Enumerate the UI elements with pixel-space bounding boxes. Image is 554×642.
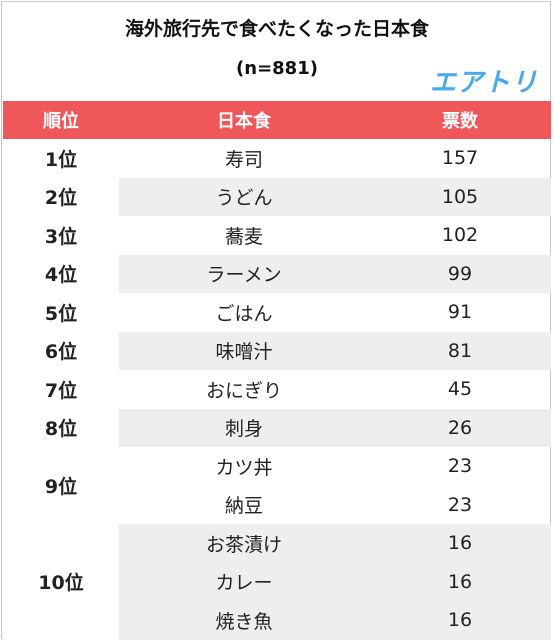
votes-cell: 26 [369, 408, 551, 447]
table-row: 10位 お茶漬け 16 [3, 524, 551, 640]
table-row: 1位 寿司 157 [3, 139, 551, 178]
votes-cell: 16 [369, 601, 551, 640]
food-cell: お茶漬け [119, 524, 369, 563]
votes-cell: 16 [369, 562, 551, 601]
ranking-table: 順位 日本食 票数 1位 寿司 157 2位 うどん 105 3位 蕎麦 102… [3, 101, 551, 640]
table-row: 3位 蕎麦 102 [3, 216, 551, 255]
table-row: 納豆 23 [3, 486, 551, 525]
table-row: 6位 味噌汁 81 [3, 331, 551, 370]
votes-cell: 157 [441, 147, 479, 170]
table-row: 焼き魚 16 [3, 601, 551, 640]
votes-cell: 91 [447, 301, 473, 324]
food-cell: 焼き魚 [119, 601, 369, 640]
table-row: 2位 うどん 105 [3, 177, 551, 216]
food-cell: 寿司 [224, 148, 263, 171]
rank-cell: 8位 [3, 408, 119, 447]
rank-cell: 3位 [3, 216, 119, 255]
votes-cell: 23 [447, 493, 473, 516]
food-cell: 蕎麦 [224, 225, 263, 248]
table-body: 1位 寿司 157 2位 うどん 105 3位 蕎麦 102 4位 ラーメン 9… [3, 139, 551, 640]
votes-cell: 23 [447, 455, 473, 478]
brand-logo: エアトリ [429, 68, 538, 98]
votes-cell: 99 [369, 254, 551, 293]
votes-cell: 16 [369, 524, 551, 563]
table-row: カレー 16 [3, 562, 551, 601]
votes-cell: 102 [441, 224, 479, 247]
food-cell: 刺身 [119, 408, 369, 447]
food-cell: ごはん [215, 302, 273, 325]
table-row: 4位 ラーメン 99 [3, 254, 551, 293]
header-row: 順位 日本食 票数 [3, 101, 551, 139]
header-rank: 順位 [3, 101, 119, 139]
rank-cell: 5位 [3, 293, 119, 332]
food-cell: おにぎり [205, 379, 282, 402]
table-row: 5位 ごはん 91 [3, 293, 551, 332]
header-food: 日本食 [119, 101, 369, 139]
rank-cell: 2位 [3, 177, 119, 216]
table-row: 8位 刺身 26 [3, 408, 551, 447]
votes-cell: 45 [447, 378, 473, 401]
votes-cell: 81 [369, 331, 551, 370]
header-votes: 票数 [369, 101, 551, 139]
rank-cell: 9位 [3, 447, 119, 524]
food-cell: カレー [119, 562, 369, 601]
rank-cell: 6位 [3, 331, 119, 370]
table-row: 7位 おにぎり 45 [3, 370, 551, 409]
food-cell: 味噌汁 [119, 331, 369, 370]
sample-size: (n=881) [236, 58, 318, 79]
food-cell: 納豆 [224, 495, 263, 518]
food-cell: カツ丼 [215, 456, 273, 479]
food-cell: うどん [119, 177, 369, 216]
rank-cell: 4位 [3, 254, 119, 293]
rank-cell: 7位 [3, 370, 119, 409]
votes-cell: 105 [369, 177, 551, 216]
food-cell: ラーメン [119, 254, 369, 293]
rank-cell: 1位 [3, 139, 119, 178]
table-row: 9位 カツ丼 23 [3, 447, 551, 524]
rank-cell: 10位 [3, 524, 119, 640]
page-title: 海外旅行先で食べたくなった日本食 [124, 18, 429, 40]
